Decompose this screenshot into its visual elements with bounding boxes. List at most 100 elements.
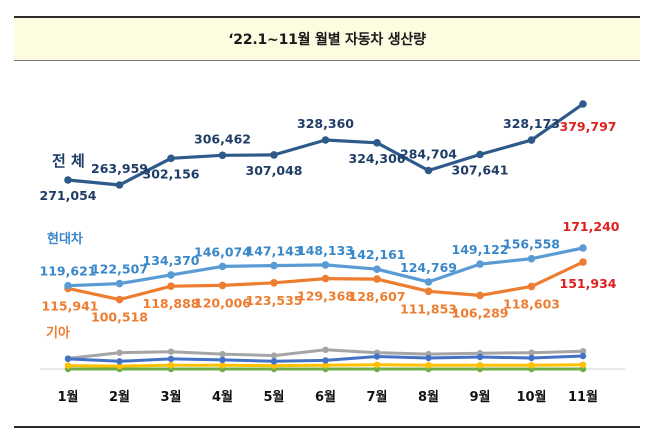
data-point-2-5 [321, 274, 330, 283]
data-point-0-10 [579, 100, 587, 108]
kia-label-0: 115,941 [42, 298, 99, 313]
data-point-4-8 [476, 353, 484, 361]
data-point-1-6 [373, 265, 381, 274]
kia-label-7: 111,853 [400, 301, 457, 316]
total-label-1: 263,959 [91, 161, 148, 176]
data-point-0-4 [270, 151, 278, 159]
data-point-1-9 [527, 254, 536, 263]
data-point-0-6 [373, 139, 381, 147]
data-point-2-7 [424, 287, 433, 296]
data-point-5-2 [167, 362, 175, 369]
data-point-0-3 [218, 151, 227, 160]
data-point-3-3 [219, 350, 226, 358]
total-label-3: 306,462 [194, 131, 251, 146]
data-point-3-5 [322, 346, 329, 353]
kia-label-2: 118,888 [143, 296, 200, 311]
series-lines [64, 100, 587, 373]
x-tick-labels: 1월 2월 3월 4월 5월 6월 7월 8월 9월 10월 11월 [57, 389, 598, 405]
data-point-5-9 [528, 362, 535, 369]
data-point-4-2 [167, 355, 175, 363]
data-point-1-7 [424, 278, 433, 286]
hyundai-label-3: 146,074 [194, 244, 251, 259]
data-point-0-5 [321, 136, 330, 144]
data-point-1-0 [64, 281, 72, 290]
x-tick-label-6: 7월 [366, 389, 387, 405]
total-label-6: 324,306 [349, 151, 406, 166]
hyundai-label-0: 119,621 [40, 264, 97, 279]
hyundai-label-7: 124,769 [400, 260, 457, 275]
hyundai-label-2: 134,370 [143, 253, 200, 268]
data-point-3-9 [528, 349, 535, 356]
chart-title-box: ‘22.1~11월 월별 자동차 생산량 [14, 16, 640, 61]
data-point-1-4 [270, 261, 278, 270]
data-point-4-1 [116, 358, 123, 365]
data-point-5-1 [116, 362, 123, 370]
hyundai-label-4: 147,143 [246, 244, 303, 259]
x-tick-label-1: 2월 [109, 389, 130, 405]
data-point-2-6 [373, 275, 381, 283]
kia-label-4: 123,535 [246, 293, 303, 308]
kia-label-3: 120,006 [194, 295, 251, 310]
data-point-4-0 [64, 355, 72, 363]
data-point-4-5 [322, 357, 329, 364]
data-point-4-10 [579, 352, 587, 360]
data-point-5-0 [64, 362, 72, 369]
data-point-5-3 [219, 362, 226, 369]
hyundai-label-10: 171,240 [563, 219, 620, 234]
chart-title: ‘22.1~11월 월별 자동차 생산량 [228, 32, 426, 48]
data-point-1-5 [321, 261, 330, 269]
kia-label-6: 128,607 [349, 289, 406, 304]
x-tick-label-7: 8월 [418, 389, 439, 405]
data-point-4-6 [373, 353, 381, 360]
data-point-1-2 [167, 271, 175, 279]
x-tick-label-10: 11월 [568, 389, 598, 405]
hyundai-label-8: 149,122 [452, 242, 509, 257]
series-name-total: 전 체 [52, 152, 85, 170]
total-label-10: 379,797 [560, 119, 617, 134]
data-point-3-4 [270, 352, 278, 359]
kia-label-10: 151,934 [560, 276, 617, 291]
total-label-7: 284,704 [400, 147, 457, 162]
data-point-2-2 [167, 282, 175, 291]
hyundai-label-6: 142,161 [349, 247, 406, 262]
x-tick-label-4: 5월 [263, 389, 284, 405]
kia-label-8: 106,289 [452, 305, 509, 320]
total-label-0: 271,054 [40, 188, 97, 203]
kia-label-9: 118,603 [503, 296, 560, 311]
data-point-4-3 [219, 356, 226, 364]
data-point-4-9 [528, 354, 535, 362]
hyundai-label-5: 148,133 [297, 243, 354, 258]
data-point-4-7 [425, 354, 432, 362]
series-name-kia: 기아 [46, 325, 70, 341]
data-point-3-2 [167, 348, 175, 355]
x-tick-label-0: 1월 [57, 389, 78, 405]
data-point-2-9 [527, 282, 536, 291]
total-label-4: 307,048 [246, 163, 303, 178]
data-point-5-8 [476, 362, 484, 369]
total-label-8: 307,641 [452, 163, 509, 178]
hyundai-label-1: 122,507 [91, 262, 148, 277]
data-point-2-8 [476, 291, 484, 300]
kia-label-5: 129,368 [297, 289, 354, 304]
x-tick-label-5: 6월 [315, 389, 336, 405]
data-point-3-1 [116, 349, 123, 356]
data-point-5-5 [322, 362, 329, 369]
data-point-0-8 [476, 150, 484, 159]
data-point-1-10 [579, 244, 587, 252]
x-tick-label-8: 9월 [469, 389, 490, 405]
data-point-0-9 [527, 136, 536, 144]
data-point-3-10 [579, 348, 587, 355]
data-point-2-3 [218, 281, 227, 290]
data-point-0-0 [64, 176, 72, 184]
total-label-5: 328,360 [297, 116, 354, 131]
data-point-2-4 [270, 279, 278, 287]
total-label-9: 328,173 [503, 116, 560, 131]
x-tick-label-3: 4월 [212, 389, 233, 405]
hyundai-label-9: 156,558 [503, 237, 560, 252]
data-point-5-10 [579, 361, 587, 368]
series-name-hyundai: 현대차 [47, 231, 83, 247]
data-point-0-2 [167, 154, 175, 163]
data-point-0-7 [424, 166, 433, 175]
